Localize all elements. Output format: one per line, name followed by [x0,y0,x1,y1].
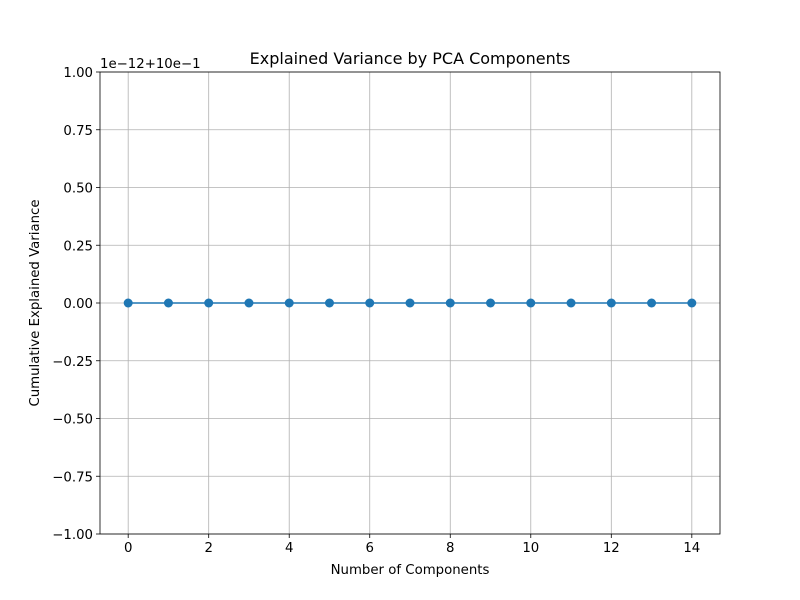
data-point [324,298,334,308]
x-tick-label: 4 [285,541,293,556]
series-layer [123,298,697,308]
data-point [123,298,133,308]
x-tick-label: 8 [446,541,454,556]
x-tick-label: 12 [603,541,620,556]
data-point [244,298,254,308]
data-point [647,298,657,308]
chart-title: Explained Variance by PCA Components [250,49,571,68]
y-axis-label: Cumulative Explained Variance [28,199,43,406]
y-tick-label: 1.00 [63,66,93,81]
data-point [204,298,214,308]
data-point [163,298,173,308]
data-point [526,298,536,308]
y-tick-label: −0.75 [52,470,93,485]
y-offset-text: 1e−12+10e−1 [100,57,201,72]
data-point [566,298,576,308]
y-tick-label: 0.75 [63,124,93,139]
x-axis-label: Number of Components [331,563,490,578]
x-axis: 0 2 4 6 8 10 12 14 [124,534,700,556]
data-point [445,298,455,308]
y-tick-label: −1.00 [52,528,93,543]
y-axis: −1.00 −0.75 −0.50 −0.25 0.00 0.25 0.50 0.75 1.00 [52,66,100,543]
data-point [486,298,496,308]
x-tick-label: 2 [204,541,212,556]
data-point [606,298,616,308]
x-tick-label: 14 [683,541,700,556]
y-tick-label: −0.50 [52,413,93,428]
data-point [284,298,294,308]
y-tick-label: 0.00 [63,297,93,312]
y-tick-label: 0.25 [63,239,93,254]
data-point [365,298,375,308]
y-tick-label: 0.50 [63,182,93,197]
x-tick-label: 6 [366,541,374,556]
data-point [687,298,697,308]
x-tick-label: 0 [124,541,132,556]
y-tick-label: −0.25 [52,355,93,370]
data-point [405,298,415,308]
x-tick-label: 10 [522,541,539,556]
